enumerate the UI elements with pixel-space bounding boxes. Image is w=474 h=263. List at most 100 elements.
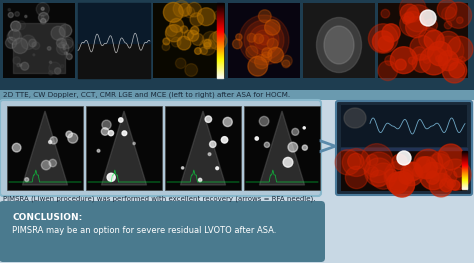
Circle shape [400,11,425,36]
Circle shape [454,167,464,177]
Circle shape [184,30,193,40]
Circle shape [409,57,416,64]
Circle shape [382,24,400,42]
Circle shape [66,54,72,60]
Circle shape [373,31,394,52]
Circle shape [66,131,73,138]
Circle shape [415,157,438,179]
Circle shape [109,130,114,136]
Bar [341,105,467,147]
Circle shape [36,3,49,16]
Circle shape [442,58,467,83]
Bar [78,3,150,78]
Circle shape [170,18,183,32]
Circle shape [210,141,216,148]
Polygon shape [181,111,226,185]
Circle shape [188,30,199,41]
Circle shape [10,21,21,31]
Circle shape [63,47,65,50]
Circle shape [38,12,49,23]
Bar [153,3,225,78]
Text: CONCLUSION:: CONCLUSION: [12,213,82,222]
Circle shape [191,26,199,35]
Circle shape [33,54,35,56]
Circle shape [202,31,220,49]
Circle shape [249,25,279,55]
Circle shape [282,60,290,68]
Circle shape [425,19,438,32]
Circle shape [400,4,419,23]
Circle shape [12,143,21,152]
Bar [244,106,320,190]
Circle shape [262,48,272,58]
Circle shape [444,170,457,183]
Circle shape [50,137,57,144]
Circle shape [378,36,393,51]
Circle shape [32,42,40,49]
Circle shape [59,39,74,53]
Circle shape [164,2,183,22]
Text: PIMSRA (Liwen procedure) was performed with excellent recovery (arrows = RFA nee: PIMSRA (Liwen procedure) was performed w… [3,196,316,203]
Circle shape [49,62,61,74]
Circle shape [400,0,426,22]
Circle shape [28,39,36,47]
Circle shape [335,150,361,175]
Bar [228,3,300,78]
Circle shape [223,117,232,127]
Circle shape [264,20,280,35]
Circle shape [12,38,28,54]
Circle shape [165,24,183,42]
FancyBboxPatch shape [336,101,472,195]
Circle shape [244,20,284,60]
Circle shape [447,179,456,188]
Circle shape [368,24,398,53]
Circle shape [200,39,216,55]
Bar [303,3,375,78]
Circle shape [283,157,293,167]
Circle shape [449,62,465,78]
Circle shape [179,3,191,16]
Circle shape [184,7,195,18]
Circle shape [254,30,274,50]
Circle shape [8,12,13,18]
Circle shape [247,33,256,42]
FancyBboxPatch shape [0,100,321,196]
Bar [378,3,468,78]
Circle shape [436,55,442,62]
Circle shape [428,41,452,66]
Circle shape [438,144,464,170]
Circle shape [389,171,415,197]
Circle shape [55,68,61,74]
Circle shape [440,178,453,192]
Circle shape [5,37,17,48]
Circle shape [387,172,408,194]
Circle shape [399,170,413,184]
Circle shape [209,31,227,50]
Circle shape [216,167,219,170]
Circle shape [8,8,10,11]
Circle shape [13,57,20,64]
Circle shape [415,157,431,173]
Circle shape [438,50,458,71]
Circle shape [248,57,267,76]
Circle shape [419,162,447,190]
Circle shape [208,153,211,155]
Circle shape [166,25,177,37]
Circle shape [267,38,278,49]
Circle shape [25,15,27,18]
Circle shape [49,61,52,63]
Circle shape [177,36,191,50]
Circle shape [397,151,411,165]
Circle shape [434,36,464,66]
Circle shape [370,170,387,187]
Circle shape [204,39,211,47]
Circle shape [404,12,414,22]
Circle shape [221,137,228,143]
Circle shape [17,63,20,67]
Circle shape [261,52,272,62]
Bar [7,106,83,190]
Circle shape [390,47,417,74]
Bar [0,100,474,263]
Circle shape [197,8,215,26]
Bar [86,106,162,190]
